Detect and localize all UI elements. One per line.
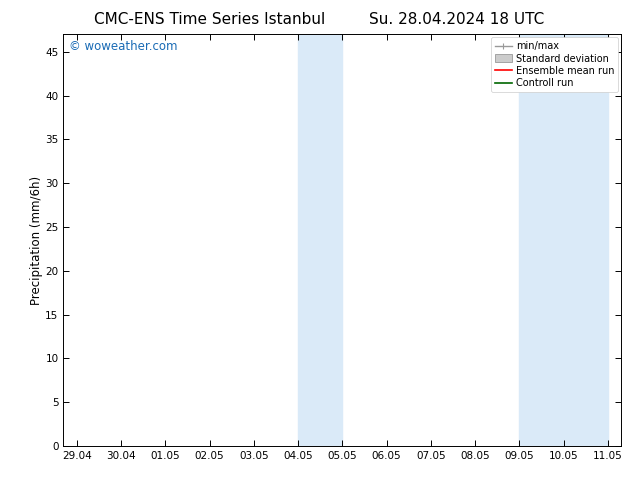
Text: © woweather.com: © woweather.com — [69, 41, 178, 53]
Legend: min/max, Standard deviation, Ensemble mean run, Controll run: min/max, Standard deviation, Ensemble me… — [491, 37, 618, 92]
Y-axis label: Precipitation (mm/6h): Precipitation (mm/6h) — [30, 175, 42, 305]
Text: Su. 28.04.2024 18 UTC: Su. 28.04.2024 18 UTC — [369, 12, 544, 27]
Bar — [519, 34, 608, 446]
Text: CMC-ENS Time Series Istanbul: CMC-ENS Time Series Istanbul — [94, 12, 325, 27]
Bar — [298, 34, 342, 446]
